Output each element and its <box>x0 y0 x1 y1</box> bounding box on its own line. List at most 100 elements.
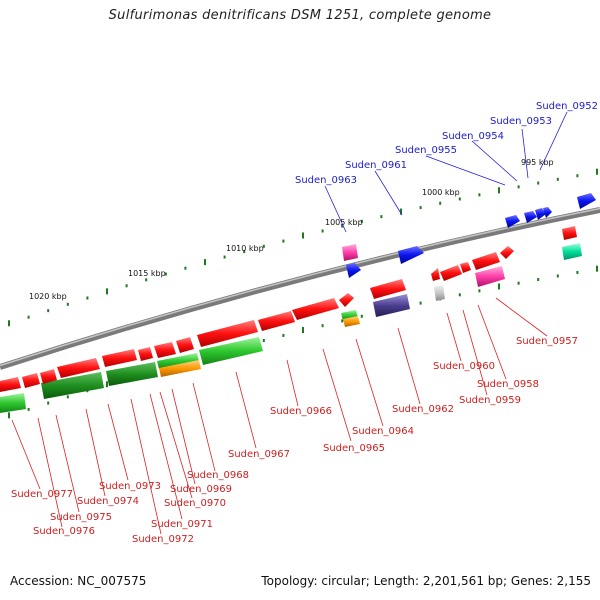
major-tick <box>8 412 10 419</box>
gene-label[interactable]: Suden_0977 <box>11 489 73 500</box>
gene-arrow[interactable] <box>102 349 137 367</box>
gene-label[interactable]: Suden_0972 <box>132 534 194 545</box>
minor-tick <box>419 206 422 210</box>
gene-arrow[interactable] <box>22 373 40 388</box>
gene-arrow[interactable] <box>339 293 354 307</box>
major-tick <box>596 168 598 175</box>
gene-label[interactable]: Suden_0961 <box>345 160 407 171</box>
minor-tick <box>517 281 520 285</box>
genome-backbone <box>0 207 600 370</box>
gene-arrow[interactable] <box>472 252 500 270</box>
major-tick <box>400 208 402 215</box>
gene-box[interactable] <box>373 294 410 317</box>
gene-arrow[interactable] <box>460 262 471 273</box>
ruler-label-1000: 1000 kbp <box>422 188 460 197</box>
gene-box[interactable] <box>475 266 505 287</box>
gene-box[interactable] <box>562 243 582 260</box>
major-tick <box>8 320 10 327</box>
major-tick <box>302 232 304 239</box>
gene-arrow[interactable] <box>40 369 57 384</box>
gene-label[interactable]: Suden_0953 <box>490 116 552 127</box>
ruler-label-995: 995 kbp <box>521 158 554 167</box>
gene-labels-top: Suden_0952 Suden_0953 Suden_0954 Suden_0… <box>295 101 598 186</box>
gene-label[interactable]: Suden_0974 <box>77 496 139 507</box>
gene-label[interactable]: Suden_0962 <box>392 404 454 415</box>
gene-label[interactable]: Suden_0976 <box>33 526 95 537</box>
minor-tick <box>360 219 363 223</box>
gene-box[interactable] <box>159 360 201 377</box>
minor-tick <box>86 296 89 300</box>
minor-tick <box>537 181 540 185</box>
gene-box[interactable] <box>157 353 199 369</box>
minor-tick <box>360 314 363 318</box>
gene-arrow[interactable] <box>258 311 295 331</box>
minor-tick <box>419 301 422 305</box>
gene-label[interactable]: Suden_0970 <box>164 498 226 509</box>
minor-tick <box>537 278 540 282</box>
minor-tick <box>380 215 383 219</box>
gene-arrow[interactable] <box>440 265 462 281</box>
gene-arrow[interactable] <box>138 347 153 361</box>
minor-tick <box>27 407 30 411</box>
gene-arrow[interactable] <box>524 211 537 223</box>
gene-arrow[interactable] <box>431 268 440 281</box>
gene-arrow[interactable] <box>292 298 339 320</box>
gene-label[interactable]: Suden_0971 <box>151 519 213 530</box>
gene-box[interactable] <box>106 362 158 386</box>
gene-arrow[interactable] <box>535 208 546 220</box>
gene-arrow[interactable] <box>505 215 520 228</box>
gene-box[interactable] <box>343 316 360 327</box>
major-tick <box>106 381 108 388</box>
minor-tick <box>145 278 148 282</box>
gene-label[interactable]: Suden_0952 <box>536 101 598 112</box>
gene-arrow[interactable] <box>57 358 100 378</box>
gene-arrow[interactable] <box>176 337 194 353</box>
minor-tick <box>321 229 324 233</box>
minor-tick <box>262 244 265 248</box>
minor-tick <box>66 302 69 306</box>
gene-label[interactable]: Suden_0966 <box>270 406 332 417</box>
gene-box[interactable] <box>342 244 358 261</box>
gene-arrow[interactable] <box>346 263 361 278</box>
gene-arrow[interactable] <box>154 342 176 358</box>
gene-label[interactable]: Suden_0967 <box>228 449 290 460</box>
gene-label[interactable]: Suden_0968 <box>187 470 249 481</box>
gene-arrow[interactable] <box>398 246 424 264</box>
reverse-strand-genes <box>0 246 514 413</box>
gene-label[interactable]: Suden_0969 <box>170 484 232 495</box>
gene-label[interactable]: Suden_0958 <box>477 379 539 390</box>
gene-label[interactable]: Suden_0959 <box>459 395 521 406</box>
gene-box[interactable] <box>0 393 26 413</box>
minor-tick <box>262 338 265 342</box>
major-tick <box>596 265 598 272</box>
minor-tick <box>439 201 442 205</box>
gene-label[interactable]: Suden_0964 <box>352 426 414 437</box>
gene-arrow[interactable] <box>500 246 514 259</box>
gene-label[interactable]: Suden_0957 <box>516 336 578 347</box>
gene-arrow[interactable] <box>0 377 21 392</box>
gene-arrow[interactable] <box>370 279 406 299</box>
minor-tick <box>66 395 69 399</box>
gene-label[interactable]: Suden_0975 <box>50 512 112 523</box>
major-tick <box>106 288 108 295</box>
gene-box[interactable] <box>562 226 577 240</box>
gene-label[interactable]: Suden_0954 <box>442 131 504 142</box>
gene-box[interactable] <box>434 285 445 301</box>
gene-box[interactable] <box>41 372 104 399</box>
gene-label[interactable]: Suden_0963 <box>295 175 357 186</box>
ruler-label-1010: 1010 kbp <box>226 244 264 253</box>
gene-label[interactable]: Suden_0955 <box>395 145 457 156</box>
gene-label[interactable]: Suden_0960 <box>433 361 495 372</box>
gene-label[interactable]: Suden_0973 <box>99 481 161 492</box>
minor-tick <box>517 185 520 189</box>
minor-tick <box>341 319 344 323</box>
gene-arrow[interactable] <box>197 320 258 347</box>
gene-arrow[interactable] <box>543 207 552 218</box>
gene-box[interactable] <box>199 337 263 365</box>
gene-label[interactable]: Suden_0965 <box>323 443 385 454</box>
gene-labels-bottom: Suden_0957 Suden_0958 Suden_0959 Suden_0… <box>11 336 578 545</box>
ruler-ticks <box>8 168 598 327</box>
gene-arrow[interactable] <box>577 193 596 209</box>
minor-tick <box>478 289 481 293</box>
